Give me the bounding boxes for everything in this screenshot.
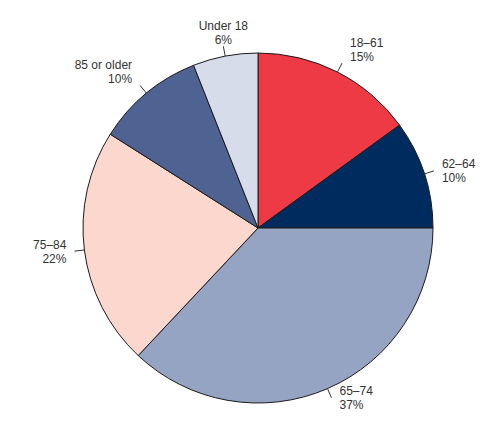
leader-line: [337, 63, 342, 72]
value-label: 22%: [42, 252, 66, 266]
slice: [194, 53, 258, 228]
slice-label: 75–8422%: [33, 238, 67, 266]
labels: 18–6115%62–6410%65–7437%75–8422%85 or ol…: [33, 19, 476, 412]
category-label: 62–64: [442, 157, 476, 171]
slice-label: 18–6115%: [350, 36, 384, 64]
value-label: 15%: [350, 50, 374, 64]
leader-line: [74, 250, 84, 251]
leader-line: [140, 85, 146, 93]
leader-line: [328, 389, 332, 398]
value-label: 6%: [215, 33, 233, 47]
value-label: 10%: [442, 171, 466, 185]
value-label: 10%: [108, 72, 132, 86]
value-label: 37%: [339, 398, 363, 412]
slice-label: 65–7437%: [339, 384, 373, 412]
leader-line: [424, 171, 434, 174]
category-label: Under 18: [199, 19, 249, 33]
slice: [258, 125, 433, 228]
slice-label: 85 or older10%: [75, 58, 133, 86]
category-label: 75–84: [33, 238, 67, 252]
slice-label: Under 186%: [199, 19, 249, 47]
leader-line: [223, 46, 225, 56]
category-label: 85 or older: [75, 58, 132, 72]
slice-label: 62–6410%: [442, 157, 476, 185]
category-label: 18–61: [350, 36, 384, 50]
category-label: 65–74: [339, 384, 373, 398]
chart: 18–6115%62–6410%65–7437%75–8422%85 or ol…: [0, 0, 500, 426]
pie: [83, 53, 433, 403]
